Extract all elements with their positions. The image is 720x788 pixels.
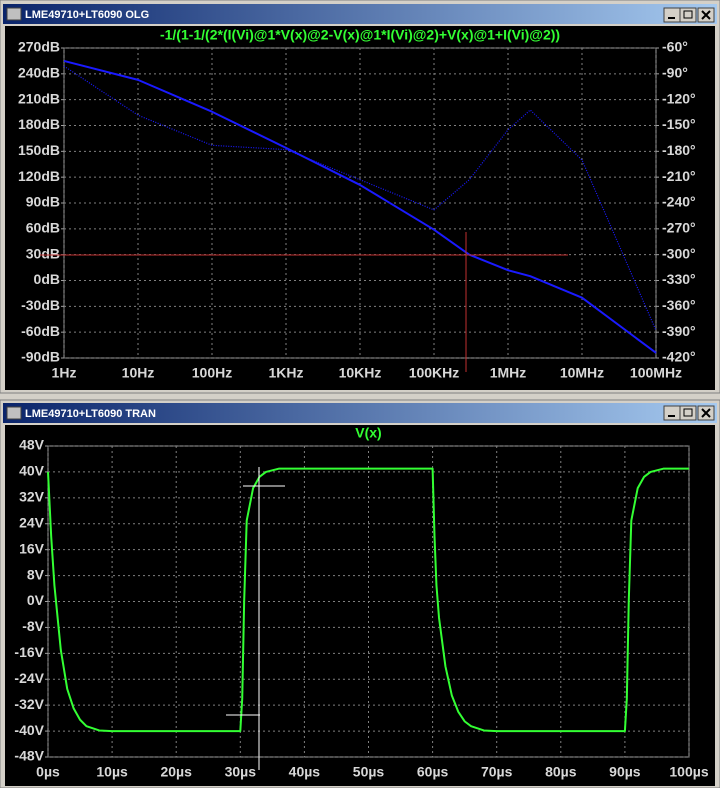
y2-tick-label: -330°	[662, 271, 696, 287]
x-tick-label: 0µs	[36, 764, 60, 780]
x-tick-label: 20µs	[160, 764, 192, 780]
y2-tick-label: -420°	[662, 349, 696, 365]
x-tick-label: 100KHz	[409, 365, 460, 381]
y-tick-label: 60dB	[26, 220, 60, 236]
y2-tick-label: -150°	[662, 116, 696, 132]
y-tick-label: 90dB	[26, 194, 60, 210]
y-tick-label: -32V	[14, 696, 44, 712]
y2-tick-label: -90°	[662, 65, 688, 81]
y2-tick-label: -180°	[662, 142, 696, 158]
x-tick-label: 1Hz	[52, 365, 77, 381]
x-tick-label: 90µs	[609, 764, 641, 780]
legend-entry: V(x)	[355, 425, 381, 441]
x-tick-label: 10MHz	[560, 365, 604, 381]
y2-tick-label: -60°	[662, 39, 688, 55]
y-tick-label: 16V	[19, 540, 45, 556]
window-buttons[interactable]	[663, 7, 715, 23]
x-tick-label: 10Hz	[122, 365, 155, 381]
series-line	[47, 467, 689, 733]
y-tick-label: -40V	[14, 722, 44, 738]
x-tick-label: 10µs	[96, 764, 128, 780]
x-tick-label: 80µs	[545, 764, 577, 780]
x-tick-label: 50µs	[353, 764, 385, 780]
plot-background	[5, 425, 715, 786]
y-tick-label: 48V	[19, 437, 45, 453]
maximize-button[interactable]	[679, 7, 697, 23]
series-line	[63, 65, 657, 331]
y2-tick-label: -210°	[662, 168, 696, 184]
x-tick-label: 100MHz	[630, 365, 682, 381]
cursors	[40, 232, 568, 770]
y-tick-label: 32V	[19, 489, 45, 505]
y2-tick-label: -390°	[662, 323, 696, 339]
x-tick-label: 100Hz	[192, 365, 232, 381]
y-tick-label: -8V	[22, 618, 44, 634]
close-icon	[701, 10, 711, 20]
y-tick-label: 180dB	[18, 116, 60, 132]
y-tick-label: -16V	[14, 644, 44, 660]
y-tick-label: -48V	[14, 748, 44, 764]
y-tick-label: 210dB	[18, 90, 60, 106]
x-tick-label: 1KHz	[268, 365, 303, 381]
window-buttons[interactable]	[663, 405, 715, 421]
y2-tick-label: -300°	[662, 245, 696, 261]
y-tick-label: 120dB	[18, 168, 60, 184]
y-tick-label: 150dB	[18, 142, 60, 158]
y-tick-label: 270dB	[18, 39, 60, 55]
minimize-button[interactable]	[663, 405, 681, 421]
y-tick-label: 30dB	[26, 245, 60, 261]
title-bar	[3, 403, 717, 423]
y-tick-label: 0V	[27, 592, 45, 608]
y-tick-label: 40V	[19, 463, 45, 479]
app-icon	[6, 7, 22, 21]
x-tick-label: 30µs	[225, 764, 257, 780]
y2-tick-label: -270°	[662, 220, 696, 236]
window-title: LME49710+LT6090 TRAN	[25, 408, 156, 420]
y2-tick-label: -360°	[662, 297, 696, 313]
chart-title: -1/(1-1/(2*(I(Vi)@1*V(x)@2-V(x)@1*I(Vi)@…	[160, 27, 560, 43]
y2-tick-label: -240°	[662, 194, 696, 210]
app-icon	[6, 406, 22, 420]
minimize-button[interactable]	[663, 7, 681, 23]
window-title: LME49710+LT6090 OLG	[25, 9, 149, 21]
maximize-button[interactable]	[679, 405, 697, 421]
y-tick-label: 8V	[27, 566, 45, 582]
maximize-icon	[683, 408, 693, 417]
x-tick-label: 70µs	[481, 764, 513, 780]
y-tick-label: -90dB	[21, 349, 60, 365]
x-tick-label: 60µs	[417, 764, 449, 780]
x-tick-label: 40µs	[289, 764, 321, 780]
y-tick-label: 0dB	[34, 271, 60, 287]
y-tick-label: 240dB	[18, 65, 60, 81]
close-icon	[701, 408, 711, 418]
y-tick-label: -24V	[14, 670, 44, 686]
y-tick-label: -30dB	[21, 297, 60, 313]
title-bar	[3, 4, 717, 24]
y2-tick-label: -120°	[662, 90, 696, 106]
x-tick-label: 10KHz	[339, 365, 382, 381]
x-tick-label: 1MHz	[490, 365, 527, 381]
y-tick-label: 24V	[19, 514, 45, 530]
maximize-icon	[683, 10, 693, 19]
y-tick-label: -60dB	[21, 323, 60, 339]
series-line	[63, 59, 657, 354]
x-tick-label: 100µs	[669, 764, 708, 780]
